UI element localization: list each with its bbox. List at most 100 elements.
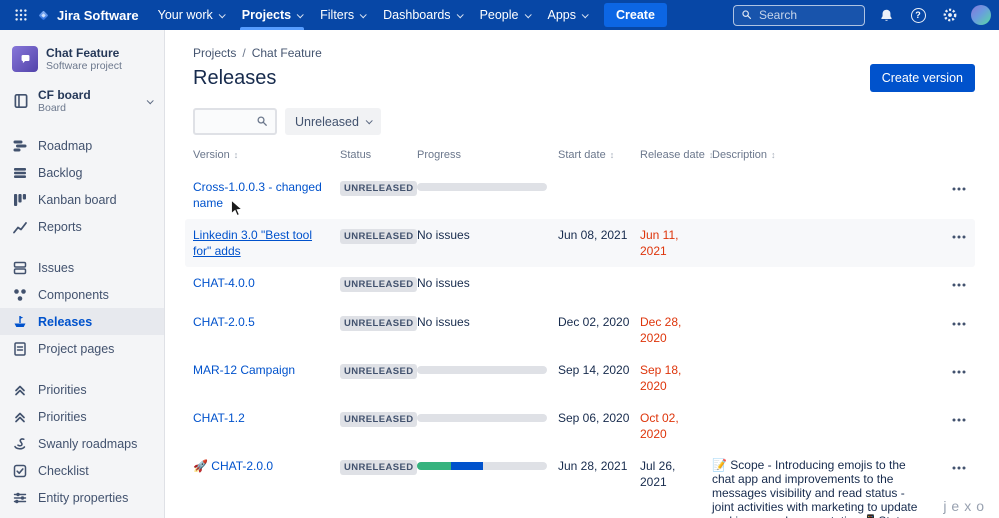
nav-item-filters[interactable]: Filters — [311, 0, 374, 30]
nav-item-label: Apps — [547, 8, 577, 22]
version-link[interactable]: Cross-1.0.0.3 - changed name — [193, 180, 322, 210]
column-header-status[interactable]: Status — [340, 149, 372, 161]
global-search-input[interactable] — [759, 8, 857, 22]
sidebar-item-releases[interactable]: Releases — [0, 308, 164, 335]
table-row: 🚀 CHAT-2.0.0 UNRELEASED Jun 28, 2021 Jul… — [185, 450, 975, 518]
sidebar-item-label: Entity properties — [38, 490, 129, 505]
ellipsis-icon — [952, 370, 966, 374]
release-date: Jul 26, 2021 — [640, 459, 676, 489]
jira-logo-icon — [39, 10, 48, 20]
release-date: Jun 11, 2021 — [640, 228, 679, 258]
sidebar-item-entity-properties[interactable]: Entity properties — [0, 484, 164, 511]
sidebar-item-label: Components — [38, 287, 109, 302]
search-icon — [257, 116, 267, 126]
table-row: MAR-12 Campaign UNRELEASED Sep 14, 2020 … — [185, 354, 975, 402]
status-badge: UNRELEASED — [340, 460, 418, 475]
sidebar-item-label: Issues — [38, 260, 75, 275]
progress-bar — [417, 366, 547, 374]
column-header-progress[interactable]: Progress — [417, 149, 462, 161]
breadcrumb: Projects / Chat Feature — [165, 30, 999, 60]
status-badge: UNRELEASED — [340, 229, 418, 244]
more-actions-button[interactable] — [949, 362, 969, 385]
nav-item-label: Filters — [320, 8, 355, 22]
project-sidebar: Chat Feature Software project CF board B… — [0, 30, 165, 518]
sidebar-item-reports[interactable]: Reports — [0, 213, 164, 240]
release-date: Dec 28, 2020 — [640, 315, 682, 345]
nav-item-projects[interactable]: Projects — [233, 0, 311, 30]
breadcrumb-project-link[interactable]: Chat Feature — [251, 46, 322, 60]
global-search[interactable] — [733, 4, 865, 26]
more-actions-button[interactable] — [949, 179, 969, 202]
ellipsis-icon — [952, 322, 966, 326]
column-header-version[interactable]: Version — [193, 149, 340, 161]
start-date: Jun 28, 2021 — [558, 459, 628, 473]
breadcrumb-projects-link[interactable]: Projects — [193, 46, 237, 60]
ellipsis-icon — [952, 418, 966, 422]
sidebar-item-kanban-board[interactable]: Kanban board — [0, 186, 164, 213]
column-header-release-date[interactable]: Release date — [640, 149, 712, 161]
sidebar-item-label: Kanban board — [38, 192, 117, 207]
progress-bar — [417, 183, 547, 191]
sidebar-item-swanly-roadmaps[interactable]: Swanly roadmaps — [0, 430, 164, 457]
nav-item-label: Your work — [157, 8, 213, 22]
bell-icon — [880, 9, 892, 21]
create-version-button[interactable]: Create version — [869, 64, 975, 92]
version-link[interactable]: Linkedin 3.0 "Best tool for" adds — [193, 228, 313, 258]
table-row: Cross-1.0.0.3 - changed name UNRELEASED — [185, 171, 975, 219]
project-header[interactable]: Chat Feature Software project — [0, 42, 164, 82]
checklist-icon — [13, 464, 27, 477]
column-header-description[interactable]: Description — [712, 149, 941, 161]
sidebar-item-checklist[interactable]: Checklist — [0, 457, 164, 484]
nav-item-dashboards[interactable]: Dashboards — [374, 0, 470, 30]
chevron-down-icon — [146, 96, 154, 104]
sidebar-item-label: Reports — [38, 219, 82, 234]
components-icon — [14, 288, 26, 301]
version-link[interactable]: CHAT-4.0.0 — [193, 276, 255, 290]
more-actions-button[interactable] — [949, 410, 969, 433]
more-actions-button[interactable] — [949, 314, 969, 337]
version-link[interactable]: MAR-12 Campaign — [193, 363, 296, 377]
status-badge: UNRELEASED — [340, 316, 418, 331]
ellipsis-icon — [952, 187, 966, 191]
app-switcher-icon[interactable] — [8, 0, 34, 30]
progress-bar — [417, 462, 547, 470]
help-button[interactable]: ? — [907, 4, 929, 26]
more-actions-button[interactable] — [949, 458, 969, 481]
user-avatar[interactable] — [971, 5, 991, 25]
help-icon: ? — [910, 7, 926, 23]
chevron-down-icon — [218, 10, 226, 18]
notifications-button[interactable] — [875, 4, 897, 26]
sidebar-item-priorities-1[interactable]: Priorities — [0, 376, 164, 403]
more-actions-button[interactable] — [949, 227, 969, 250]
release-search-input[interactable] — [201, 114, 256, 129]
jira-logo[interactable]: Jira Software — [34, 8, 149, 23]
jexo-watermark: jexo — [943, 498, 989, 514]
ellipsis-icon — [952, 466, 966, 470]
version-link[interactable]: 🚀 CHAT-2.0.0 — [193, 459, 274, 473]
brand-label: Jira Software — [57, 7, 139, 23]
sidebar-item-components[interactable]: Components — [0, 281, 164, 308]
more-actions-button[interactable] — [949, 275, 969, 298]
column-header-start-date[interactable]: Start date — [558, 149, 640, 161]
issues-icon — [13, 261, 27, 274]
sidebar-item-project-pages[interactable]: Project pages — [0, 335, 164, 362]
release-search[interactable] — [193, 108, 277, 135]
version-link[interactable]: CHAT-2.0.5 — [193, 315, 255, 329]
sidebar-item-backlog[interactable]: Backlog — [0, 159, 164, 186]
create-button[interactable]: Create — [604, 3, 667, 27]
nav-item-your-work[interactable]: Your work — [149, 0, 233, 30]
release-description: 📝 Scope - Introducing emojis to the chat… — [712, 458, 918, 518]
releases-table: Version Status Progress Start date Relea… — [185, 149, 975, 518]
top-navigation: Jira Software Your work Projects Filters… — [0, 0, 999, 30]
nav-item-people[interactable]: People — [471, 0, 539, 30]
sidebar-item-issues[interactable]: Issues — [0, 254, 164, 281]
sidebar-item-priorities-2[interactable]: Priorities — [0, 403, 164, 430]
sidebar-item-roadmap[interactable]: Roadmap — [0, 132, 164, 159]
priorities-icon — [15, 385, 25, 395]
board-switcher[interactable]: CF board Board — [0, 82, 164, 122]
nav-item-apps[interactable]: Apps — [539, 0, 597, 30]
version-link[interactable]: CHAT-1.2 — [193, 411, 245, 425]
status-filter-dropdown[interactable]: Unreleased — [285, 108, 381, 135]
settings-button[interactable] — [939, 4, 961, 26]
sidebar-item-label: Releases — [38, 314, 93, 329]
